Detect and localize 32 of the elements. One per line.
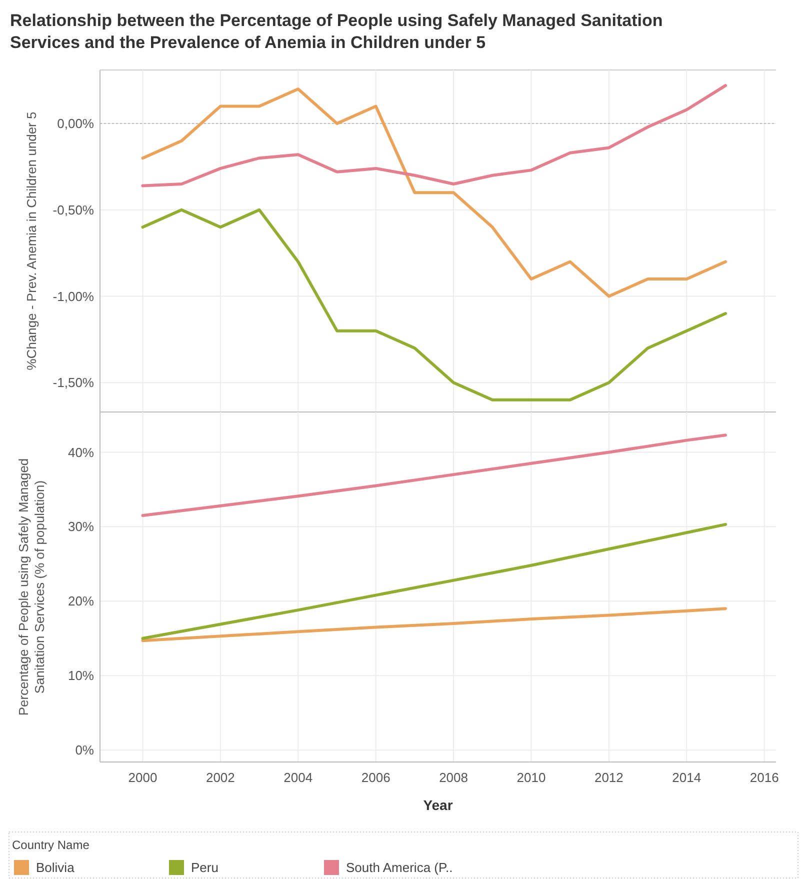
y-tick-label: -1,00% — [52, 288, 94, 304]
y-tick-label: -0,50% — [52, 202, 94, 218]
x-tick-label: 2010 — [516, 770, 546, 785]
x-tick-label: 2006 — [361, 770, 390, 785]
line-series — [141, 88, 727, 298]
line-series — [141, 607, 727, 642]
chart-title: Relationship between the Percentage of People using Safely Managed Sanitation Services and the Prevalence of Anemia in Children under 5 — [10, 11, 663, 52]
legend-label: South America (P.. — [346, 860, 453, 875]
y-tick-label: 20% — [68, 594, 94, 609]
y-tick-label: -1,50% — [52, 375, 94, 390]
line-series — [141, 84, 727, 188]
y-axis-title: Percentage of People using Safely Managed Sanitation Services (% of population) — [16, 458, 47, 716]
x-tick-label: 2012 — [594, 770, 624, 785]
y-axis-title: %Change - Prev. Anemia in Children under 5 — [24, 112, 39, 370]
x-tick-label: 2014 — [672, 770, 702, 785]
y-tick-label: 40% — [68, 444, 94, 460]
y-tick-label: 0% — [75, 742, 94, 758]
x-tick-label: 2008 — [439, 770, 468, 785]
y-tick-label: 30% — [68, 519, 94, 534]
line-series — [141, 208, 727, 402]
x-axis-title: Year — [423, 797, 454, 813]
x-tick-label: 2004 — [284, 770, 313, 785]
legend-label: Bolivia — [36, 860, 76, 875]
x-tick-label: 2016 — [750, 770, 779, 785]
x-tick-label: 2000 — [128, 770, 158, 785]
legend-title: Country Name — [12, 838, 90, 852]
y-tick-label: 10% — [68, 668, 94, 684]
y-tick-label: 0,00% — [57, 116, 94, 132]
legend-label: Peru — [191, 860, 218, 875]
line-series — [141, 522, 727, 640]
x-tick-label: 2002 — [206, 770, 235, 785]
line-series — [141, 434, 727, 518]
